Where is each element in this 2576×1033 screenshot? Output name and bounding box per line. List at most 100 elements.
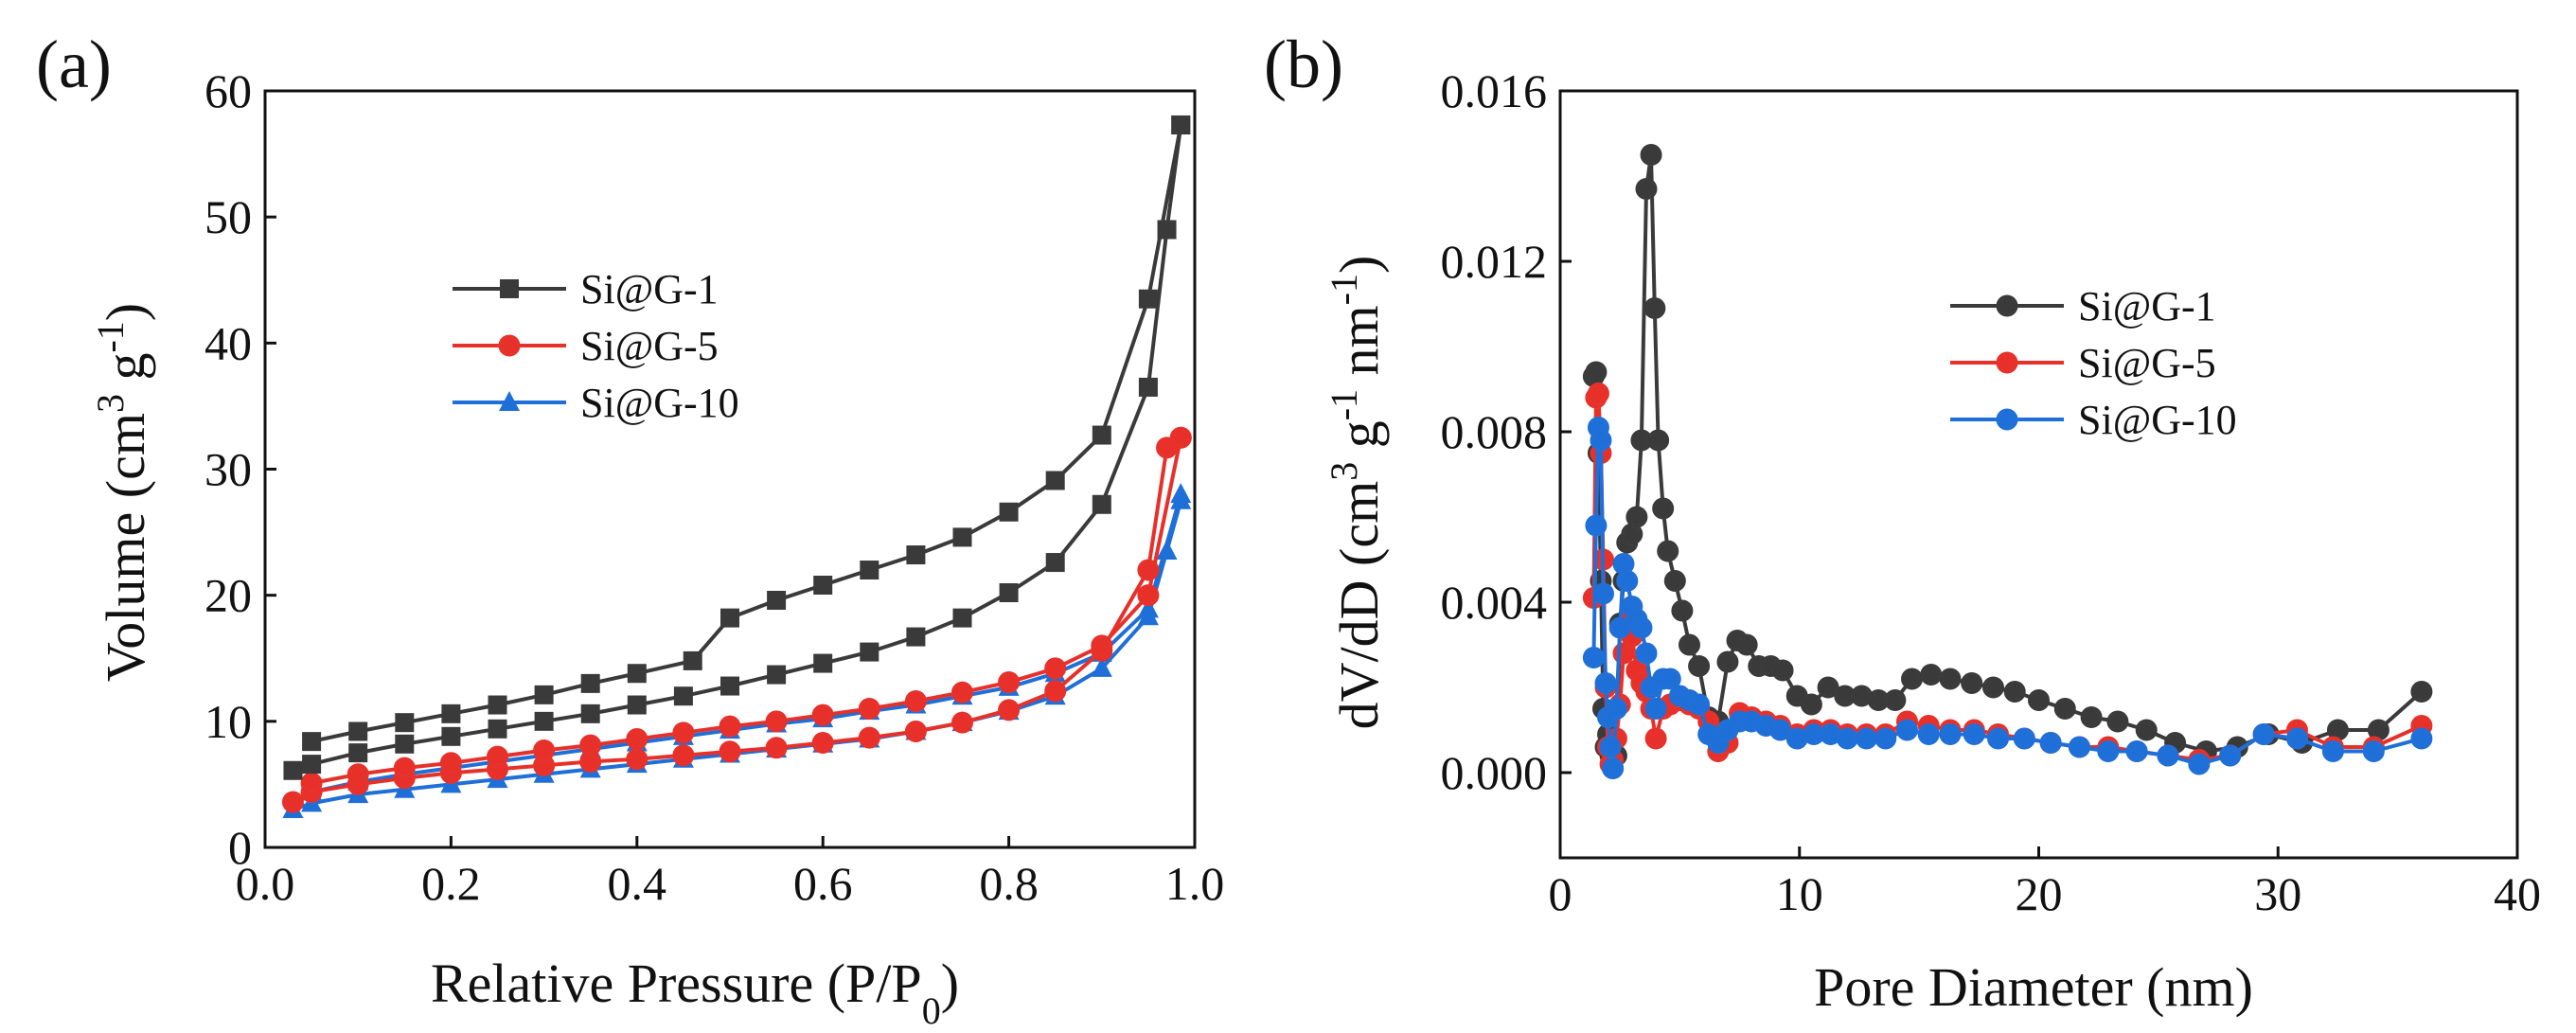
data-point xyxy=(860,561,879,580)
panel-a-y-axis-title: Volume (cm3 g-1) xyxy=(89,303,157,682)
panel-a-x-axis-title: Relative Pressure (P/P0) xyxy=(431,953,959,1032)
data-point xyxy=(1138,289,1158,309)
series-si-g-5 xyxy=(1582,383,2433,775)
legend-label: Si@G-10 xyxy=(2078,397,2237,443)
series-si-g-5 xyxy=(281,426,1192,813)
data-point xyxy=(683,650,702,670)
data-point xyxy=(627,664,647,684)
legend-label: Si@G-5 xyxy=(580,323,719,369)
data-point xyxy=(1091,656,1112,677)
x-tick-label: 1.0 xyxy=(1165,857,1225,910)
data-point xyxy=(999,502,1019,522)
data-point xyxy=(580,704,600,723)
series-si-g-1 xyxy=(1582,144,2433,779)
data-point xyxy=(348,721,368,741)
data-point xyxy=(441,726,461,746)
data-point xyxy=(488,719,507,739)
x-tick-label: 30 xyxy=(2254,867,2301,920)
adsorption-line xyxy=(292,500,1183,811)
x-tick-label: 0.8 xyxy=(979,857,1039,910)
data-point xyxy=(720,608,739,628)
panel-b-label: (b) xyxy=(1264,27,1343,102)
y-tick-label: 50 xyxy=(204,190,252,243)
y-tick-label: 0.004 xyxy=(1441,576,1548,629)
data-point xyxy=(534,685,554,704)
data-point xyxy=(441,704,461,723)
x-tick-label: 0 xyxy=(1549,867,1572,920)
legend-label: Si@G-1 xyxy=(580,266,719,312)
panel-a-label: (a) xyxy=(36,27,112,102)
data-point xyxy=(1137,597,1159,618)
x-tick-label: 0.6 xyxy=(793,857,853,910)
y-tick-label: 0.000 xyxy=(1441,746,1548,799)
data-point xyxy=(283,760,303,780)
data-point xyxy=(302,732,322,752)
series-si-g-1 xyxy=(283,115,1191,780)
legend-label: Si@G-5 xyxy=(2078,340,2216,386)
legend-label: Si@G-10 xyxy=(580,380,739,426)
data-point xyxy=(860,642,879,662)
data-point xyxy=(1157,220,1177,240)
data-point xyxy=(395,734,415,754)
panel-b-pore-size-chart: (b) 0 10 20 30 40 0.000 0.004 0.008 0.012 0.016 S… xyxy=(1264,27,2541,1018)
desorption-line xyxy=(311,493,1183,794)
panel-a-axes: 0.0 0.2 0.4 0.6 0.8 1.0 0 10 20 30 40 50 60 xyxy=(204,64,1224,910)
y-tick-label: 0 xyxy=(228,821,252,874)
panel-b-axes: 0 10 20 30 40 0.000 0.004 0.008 0.012 0.016 xyxy=(1441,64,2542,920)
data-point xyxy=(302,755,322,775)
panel-a-isotherm-chart: (a) 0.0 0.2 0.4 0.6 0.8 1.0 0 10 20 30 40 50 60 Si@G… xyxy=(36,27,1224,1032)
data-point xyxy=(952,608,972,628)
panel-b-series xyxy=(1582,144,2433,779)
adsorption-line xyxy=(292,124,1183,773)
panel-a-series xyxy=(281,115,1192,819)
panel-b-x-axis-title: Pore Diameter (nm) xyxy=(1814,956,2253,1018)
legend-marker xyxy=(499,391,520,411)
y-tick-label: 20 xyxy=(204,569,252,622)
data-point xyxy=(673,686,693,706)
data-point xyxy=(813,576,833,596)
data-point xyxy=(1092,425,1111,445)
data-point xyxy=(395,713,415,733)
y-tick-label: 0.012 xyxy=(1441,235,1548,288)
x-tick-label: 10 xyxy=(1776,867,1823,920)
adsorption-line xyxy=(292,436,1182,804)
y-tick-label: 40 xyxy=(204,316,252,369)
y-tick-label: 30 xyxy=(204,443,252,496)
data-point xyxy=(348,743,368,763)
y-tick-label: 0.016 xyxy=(1441,64,1548,117)
panel-b-y-axis-title: dV/dD (cm3 g-1 nm-1) xyxy=(1323,256,1391,730)
data-point xyxy=(1156,540,1178,561)
data-point xyxy=(1170,483,1192,504)
x-tick-label: 40 xyxy=(2494,867,2541,920)
y-tick-label: 0.008 xyxy=(1441,405,1548,458)
x-tick-label: 0.2 xyxy=(421,857,481,910)
distribution-line xyxy=(1591,391,2423,766)
data-point xyxy=(580,673,600,693)
data-point xyxy=(767,665,787,685)
data-point xyxy=(1045,553,1065,573)
panel-a-legend: Si@G-1 Si@G-5 Si@G-10 xyxy=(453,266,739,426)
data-point xyxy=(906,627,926,647)
data-point xyxy=(488,695,507,715)
data-point xyxy=(627,695,647,715)
desorption-line xyxy=(311,124,1183,744)
y-tick-label: 60 xyxy=(204,64,252,117)
data-point xyxy=(1092,494,1111,514)
x-tick-label: 0.4 xyxy=(608,857,667,910)
data-point xyxy=(1138,377,1158,397)
data-point xyxy=(1045,471,1065,490)
distribution-line xyxy=(1591,152,2424,771)
data-point xyxy=(720,676,739,696)
data-point xyxy=(1171,115,1191,134)
legend-marker xyxy=(500,279,519,298)
data-point xyxy=(534,711,554,731)
data-point xyxy=(952,527,972,547)
data-point xyxy=(813,653,833,673)
y-tick-label: 10 xyxy=(204,695,252,748)
x-tick-label: 0.0 xyxy=(236,857,295,910)
data-point xyxy=(767,590,787,610)
data-point xyxy=(906,545,926,565)
panel-b-legend: Si@G-1 Si@G-5 Si@G-10 xyxy=(1950,283,2237,443)
legend-label: Si@G-1 xyxy=(2078,283,2216,329)
